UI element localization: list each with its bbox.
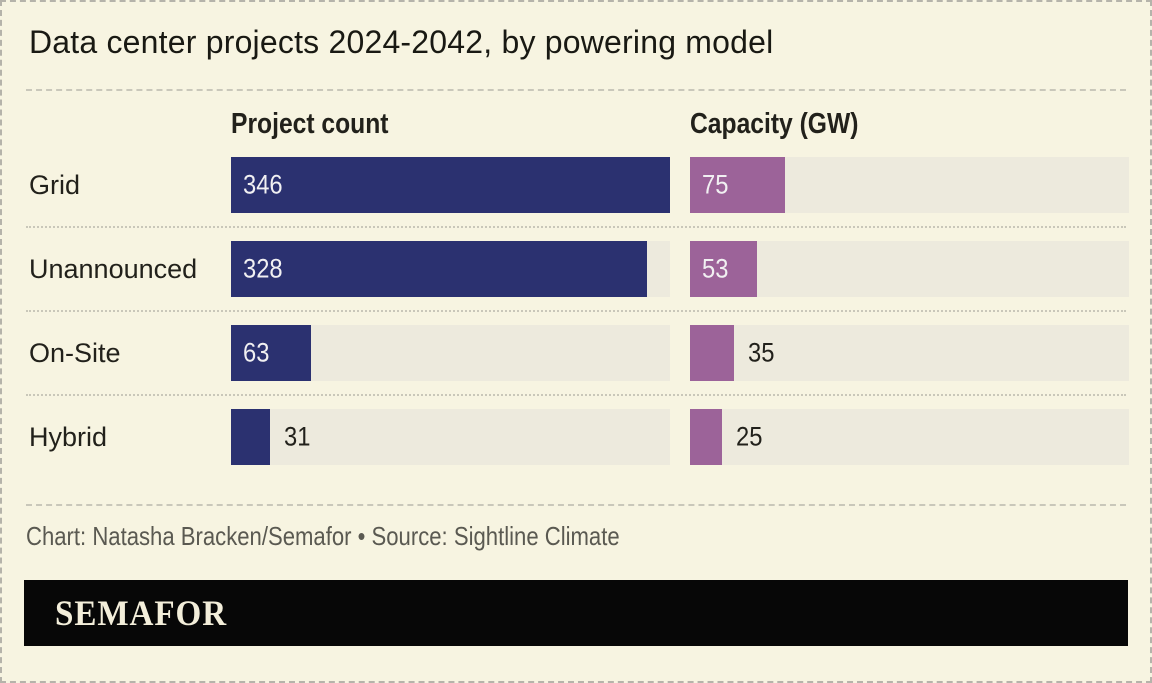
bar-chart: Project count Capacity (GW) Grid 346 75 …: [26, 108, 1129, 478]
semafor-logo-bar: SEMAFOR: [24, 580, 1128, 646]
chart-row-grid: Grid 346 75: [26, 157, 1129, 226]
bar-value-label: 53: [702, 253, 729, 284]
bar-value-label: 75: [702, 169, 729, 200]
title-divider: [26, 89, 1126, 91]
bar-track-project-count: 63: [231, 325, 670, 381]
bar-capacity: 25: [690, 409, 762, 465]
bar-track-project-count: 328: [231, 241, 670, 297]
category-label: Hybrid: [29, 421, 108, 452]
bar-value-label: 328: [243, 253, 283, 284]
chart-row-on-site: On-Site 63 35: [26, 310, 1129, 394]
bar-track-capacity: 53: [690, 241, 1129, 297]
bar-track-project-count: 31: [231, 409, 670, 465]
bar-value-label: 346: [243, 169, 283, 200]
footer-divider: [26, 504, 1126, 506]
bar-track-capacity: 75: [690, 157, 1129, 213]
category-label: Unannounced: [29, 253, 198, 284]
bar-value-label: 31: [284, 421, 311, 452]
bar-project-count: 63: [231, 325, 311, 381]
column-header-capacity: Capacity (GW): [690, 108, 859, 140]
chart-row-hybrid: Hybrid 31 25: [26, 394, 1129, 478]
credit-line: Chart: Natasha Bracken/Semafor • Source:…: [26, 521, 620, 551]
bar-value-label: 63: [243, 337, 270, 368]
bar-project-count: 328: [231, 241, 648, 297]
bar-capacity: 35: [690, 325, 775, 381]
chart-row-unannounced: Unannounced 328 53: [26, 226, 1129, 310]
bar-value-label: 35: [748, 337, 775, 368]
chart-title: Data center projects 2024-2042, by power…: [29, 24, 774, 60]
bar-capacity: 53: [690, 241, 758, 297]
bar-project-count: 31: [231, 409, 311, 465]
bar-track-capacity: 25: [690, 409, 1129, 465]
bar-track-capacity: 35: [690, 325, 1129, 381]
bar-project-count: 346: [231, 157, 670, 213]
bar-capacity: 75: [690, 157, 786, 213]
category-label: Grid: [29, 169, 81, 200]
bar-value-label: 25: [735, 421, 763, 452]
category-label: On-Site: [29, 337, 121, 368]
column-headers-row: Project count Capacity (GW): [26, 108, 1126, 141]
column-header-project-count: Project count: [231, 108, 389, 140]
bar-track-project-count: 346: [231, 157, 670, 213]
semafor-logo: SEMAFOR: [55, 593, 228, 633]
